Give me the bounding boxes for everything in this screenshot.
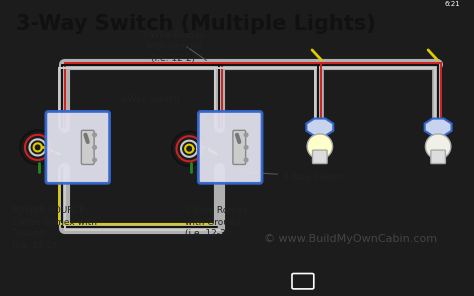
Text: 6:21: 6:21 — [444, 1, 460, 7]
Text: 3-Way Switch (Multiple Lights): 3-Way Switch (Multiple Lights) — [16, 14, 376, 34]
FancyBboxPatch shape — [46, 112, 109, 183]
FancyBboxPatch shape — [82, 130, 94, 165]
Circle shape — [244, 158, 248, 162]
FancyBboxPatch shape — [198, 112, 262, 183]
Text: POWER SOURCE
2-Wire Romex with
Ground
(i.e. 12-2): POWER SOURCE 2-Wire Romex with Ground (i… — [12, 206, 97, 250]
Text: 2-Wire Romex
with Ground
(i.e. 12-2): 2-Wire Romex with Ground (i.e. 12-2) — [142, 30, 205, 63]
Circle shape — [244, 146, 248, 149]
Polygon shape — [306, 118, 333, 136]
Circle shape — [93, 133, 96, 137]
Circle shape — [93, 146, 96, 149]
Text: 3-Wire Romex
with Ground
(i.e. 12-3): 3-Wire Romex with Ground (i.e. 12-3) — [185, 206, 247, 238]
FancyBboxPatch shape — [312, 150, 327, 164]
Polygon shape — [425, 118, 452, 136]
Text: © www.BuildMyOwnCabin.com: © www.BuildMyOwnCabin.com — [264, 234, 438, 244]
Text: 3-Way Switch: 3-Way Switch — [283, 173, 343, 182]
Circle shape — [425, 134, 451, 159]
Circle shape — [93, 158, 96, 162]
FancyBboxPatch shape — [233, 130, 246, 165]
Circle shape — [307, 134, 333, 159]
Circle shape — [244, 133, 248, 137]
Text: 3-Way Switch: 3-Way Switch — [118, 95, 180, 104]
FancyBboxPatch shape — [431, 150, 446, 164]
